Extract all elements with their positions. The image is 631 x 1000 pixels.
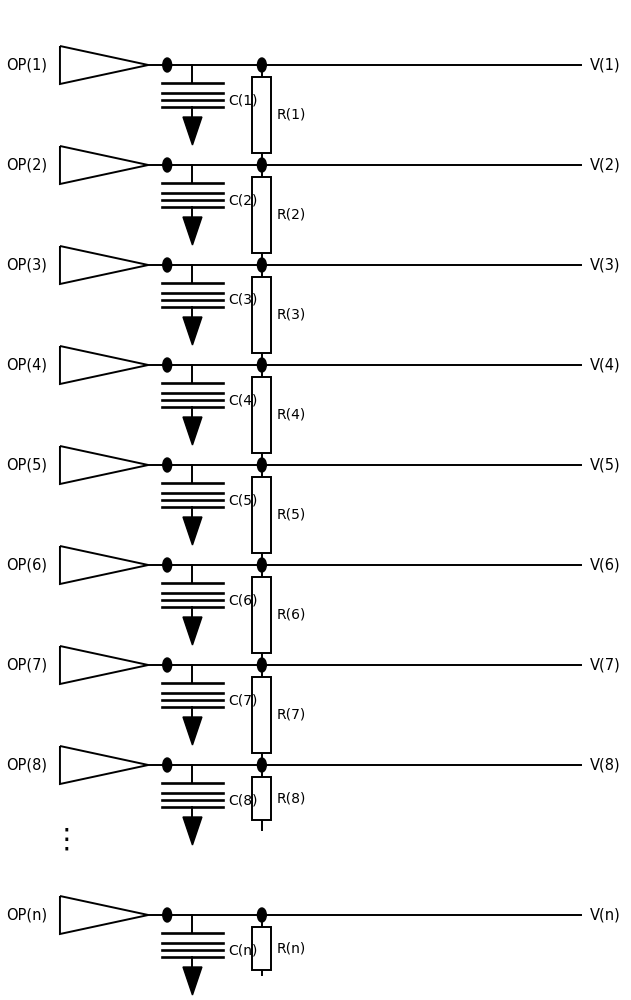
Bar: [252, 277, 271, 353]
Text: C(1): C(1): [228, 93, 257, 107]
Text: C(8): C(8): [228, 793, 257, 807]
Text: R(3): R(3): [276, 308, 305, 322]
Circle shape: [257, 458, 266, 472]
Text: V(2): V(2): [590, 157, 621, 172]
Text: C(2): C(2): [228, 193, 257, 207]
Circle shape: [163, 758, 172, 772]
Text: V(6): V(6): [590, 557, 621, 572]
Polygon shape: [183, 417, 202, 445]
Circle shape: [257, 258, 266, 272]
Bar: [252, 777, 271, 820]
Bar: [252, 577, 271, 653]
Text: C(n): C(n): [228, 943, 257, 957]
Circle shape: [163, 558, 172, 572]
Circle shape: [257, 58, 266, 72]
Bar: [252, 377, 271, 453]
Bar: [252, 77, 271, 153]
Circle shape: [163, 258, 172, 272]
Circle shape: [257, 758, 266, 772]
Text: V(1): V(1): [590, 57, 621, 73]
Circle shape: [257, 358, 266, 372]
Text: ⋮: ⋮: [52, 826, 80, 854]
Text: C(5): C(5): [228, 493, 257, 507]
Text: V(7): V(7): [590, 658, 621, 673]
Text: R(5): R(5): [276, 508, 305, 522]
Bar: [252, 477, 271, 553]
Text: R(4): R(4): [276, 408, 305, 422]
Circle shape: [163, 908, 172, 922]
Circle shape: [163, 358, 172, 372]
Text: OP(8): OP(8): [6, 758, 47, 772]
Polygon shape: [183, 717, 202, 745]
Circle shape: [257, 158, 266, 172]
Text: R(1): R(1): [276, 108, 306, 122]
Bar: [252, 927, 271, 970]
Text: V(3): V(3): [590, 257, 620, 272]
Bar: [252, 677, 271, 753]
Text: OP(2): OP(2): [6, 157, 47, 172]
Text: C(4): C(4): [228, 393, 257, 407]
Text: R(8): R(8): [276, 792, 306, 806]
Text: OP(n): OP(n): [6, 908, 47, 922]
Polygon shape: [183, 617, 202, 645]
Text: OP(7): OP(7): [6, 658, 47, 673]
Polygon shape: [183, 117, 202, 145]
Text: V(n): V(n): [590, 908, 621, 922]
Text: V(4): V(4): [590, 358, 621, 372]
Text: R(6): R(6): [276, 608, 306, 622]
Circle shape: [163, 458, 172, 472]
Text: C(3): C(3): [228, 293, 257, 307]
Circle shape: [163, 658, 172, 672]
Circle shape: [163, 58, 172, 72]
Text: R(2): R(2): [276, 208, 305, 222]
Text: OP(5): OP(5): [6, 458, 47, 473]
Text: OP(1): OP(1): [6, 57, 47, 73]
Circle shape: [163, 158, 172, 172]
Text: V(8): V(8): [590, 758, 621, 772]
Polygon shape: [183, 317, 202, 345]
Text: R(n): R(n): [276, 942, 305, 956]
Circle shape: [257, 558, 266, 572]
Polygon shape: [183, 517, 202, 545]
Text: V(5): V(5): [590, 458, 621, 473]
Text: C(7): C(7): [228, 693, 257, 707]
Text: C(6): C(6): [228, 593, 257, 607]
Text: OP(6): OP(6): [6, 557, 47, 572]
Circle shape: [257, 658, 266, 672]
Circle shape: [257, 908, 266, 922]
Text: OP(3): OP(3): [6, 257, 47, 272]
Text: R(7): R(7): [276, 708, 305, 722]
Polygon shape: [183, 217, 202, 245]
Text: OP(4): OP(4): [6, 358, 47, 372]
Polygon shape: [183, 817, 202, 845]
Polygon shape: [183, 967, 202, 995]
Bar: [252, 177, 271, 253]
